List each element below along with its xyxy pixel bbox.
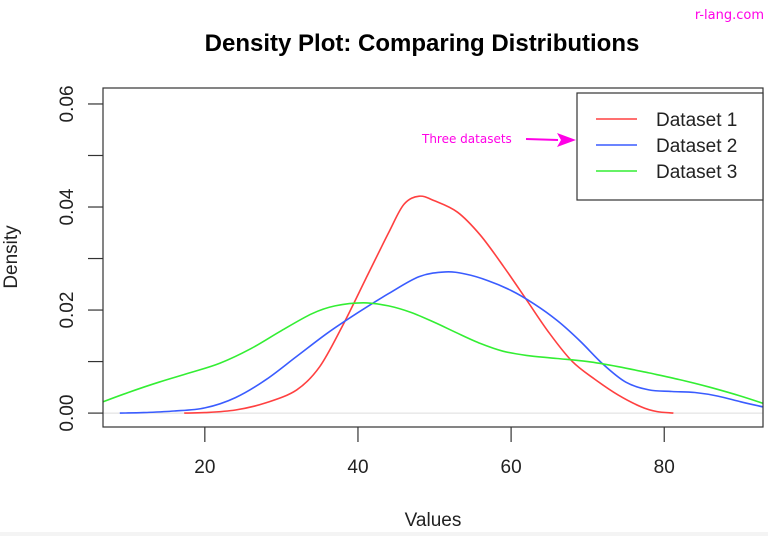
y-axis-label: Density <box>1 225 22 289</box>
legend-label-dataset-2: Dataset 2 <box>656 136 737 157</box>
legend-label-dataset-1: Dataset 1 <box>656 110 737 131</box>
y-axis: 0.00 0.02 0.04 0.06 <box>57 85 103 432</box>
y-tick-label: 0.00 <box>57 395 78 432</box>
series-lines <box>102 195 764 414</box>
series-line-dataset-2 <box>119 271 764 414</box>
arrow-right-icon <box>557 133 576 147</box>
watermark: r-lang.com <box>695 8 764 23</box>
y-tick-label: 0.02 <box>57 292 78 329</box>
y-tick-label: 0.06 <box>57 85 78 122</box>
legend: Dataset 1 Dataset 2 Dataset 3 <box>576 92 764 201</box>
series-line-dataset-3 <box>102 301 764 405</box>
x-axis: 20 40 60 80 <box>194 427 675 478</box>
annotation-three-datasets: Three datasets <box>421 132 576 147</box>
annotation-text: Three datasets <box>421 132 512 146</box>
x-axis-label: Values <box>405 510 462 531</box>
legend-box <box>576 92 764 201</box>
x-tick-label: 60 <box>501 457 522 478</box>
y-tick-label: 0.04 <box>57 188 78 225</box>
annotation-arrow-shaft <box>525 138 559 141</box>
chart-title: Density Plot: Comparing Distributions <box>205 30 640 57</box>
plot-area <box>102 87 764 428</box>
bottom-band <box>0 532 768 536</box>
series-line-dataset-1 <box>184 195 674 414</box>
x-tick-label: 20 <box>194 457 215 478</box>
legend-label-dataset-3: Dataset 3 <box>656 162 737 183</box>
x-tick-label: 80 <box>654 457 675 478</box>
x-tick-label: 40 <box>347 457 368 478</box>
